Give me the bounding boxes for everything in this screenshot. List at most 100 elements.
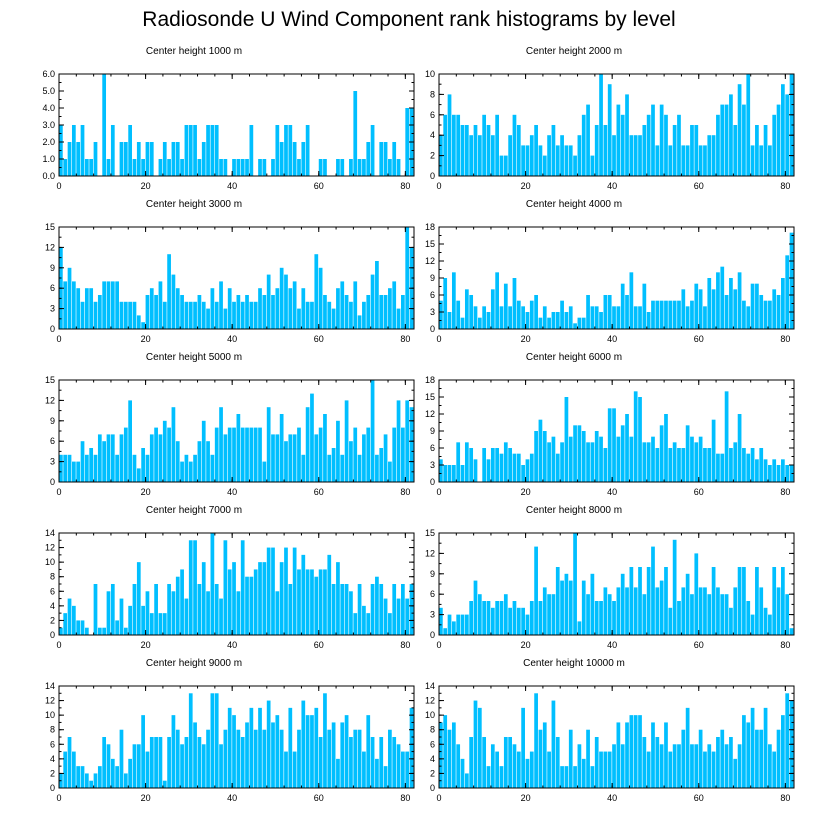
- histogram-bar: [733, 758, 738, 788]
- histogram-bar: [772, 751, 777, 788]
- histogram-bar: [253, 569, 258, 635]
- histogram-bar: [729, 737, 733, 788]
- histogram-bar: [785, 693, 790, 788]
- histogram-bar: [443, 114, 448, 176]
- y-tick-label: 15: [45, 222, 55, 232]
- histogram-bar: [776, 587, 781, 635]
- histogram-bar: [716, 737, 720, 788]
- histogram-bar: [490, 607, 495, 635]
- histogram-bar: [503, 155, 508, 176]
- histogram-bar: [106, 281, 111, 329]
- x-axis: 0 20 40 60 80: [56, 74, 410, 191]
- histogram-bar: [284, 751, 288, 788]
- histogram-bar: [668, 145, 673, 176]
- histogram-bar: [240, 301, 245, 329]
- y-tick-label: 0: [430, 630, 435, 640]
- histogram-bar: [573, 323, 577, 329]
- histogram-bar: [534, 431, 538, 482]
- histogram-bar: [685, 573, 690, 635]
- histogram-bar: [84, 159, 89, 176]
- histogram-bar: [482, 306, 487, 329]
- histogram-bar: [651, 104, 655, 176]
- x-tick-label: 40: [607, 334, 617, 344]
- histogram-bar: [586, 594, 590, 635]
- histogram-bar: [409, 584, 414, 635]
- histogram-bar: [707, 594, 712, 635]
- histogram-bar: [388, 461, 392, 482]
- histogram-bar: [521, 607, 525, 635]
- histogram-bar: [279, 414, 284, 482]
- histogram-bar: [123, 142, 128, 176]
- histogram-bar: [655, 300, 660, 329]
- histogram-bar: [59, 454, 63, 482]
- histogram-bar: [210, 288, 215, 329]
- histogram-bar: [405, 400, 410, 482]
- histogram-bar: [633, 715, 638, 788]
- x-tick-label: 80: [400, 487, 410, 497]
- histogram-bar: [292, 434, 297, 482]
- histogram-bar: [646, 751, 651, 788]
- histogram-bar: [586, 104, 590, 176]
- histogram-bar: [716, 272, 720, 329]
- histogram-bar: [128, 125, 132, 176]
- histogram-bar: [375, 758, 379, 788]
- histogram-bar: [271, 434, 275, 482]
- histogram-bar: [357, 159, 362, 176]
- histogram-bar: [102, 281, 107, 329]
- y-tick-label: 0: [50, 630, 55, 640]
- histogram-bar: [158, 159, 163, 176]
- x-tick-label: 80: [780, 487, 790, 497]
- histogram-bar: [664, 567, 668, 635]
- histogram-bar: [633, 135, 638, 176]
- y-axis: 0.0 1.0 2.0 3.0 4.0 5.0 6.0: [42, 69, 414, 181]
- histogram-bar: [642, 594, 647, 635]
- y-tick-label: 6: [50, 436, 55, 446]
- histogram-bar: [759, 587, 764, 635]
- histogram-bar: [590, 766, 595, 788]
- panel-title: Center height 6000 m: [525, 352, 623, 363]
- histogram-bar: [245, 427, 249, 482]
- histogram-bar: [275, 591, 280, 635]
- histogram-bar: [188, 693, 193, 788]
- histogram-bar: [447, 312, 452, 329]
- y-tick-label: 2: [50, 615, 55, 625]
- histogram-bar: [167, 584, 171, 635]
- histogram-bar: [711, 419, 716, 482]
- x-tick-label: 20: [141, 181, 151, 191]
- histogram-bar: [768, 145, 772, 176]
- histogram-bar: [490, 744, 495, 788]
- histogram-bar: [223, 159, 228, 176]
- histogram-bar: [659, 744, 664, 788]
- histogram-bar: [301, 454, 306, 482]
- histogram-bar: [633, 391, 638, 482]
- histogram-bar: [288, 125, 293, 176]
- histogram-bar: [573, 533, 577, 635]
- histogram-bar: [266, 407, 271, 482]
- histogram-bar: [401, 295, 405, 329]
- histogram-bar: [525, 312, 530, 329]
- histogram-bar: [102, 74, 107, 176]
- y-axis: 0 3 6 9 12 15: [45, 375, 414, 487]
- y-axis: 0 3 6 9 12 15 18: [425, 375, 794, 487]
- histogram-bar: [638, 715, 642, 788]
- histogram-bar: [314, 576, 319, 635]
- histogram-bar: [366, 295, 371, 329]
- histogram-bar: [141, 605, 145, 635]
- histogram-bar: [629, 436, 634, 482]
- histogram-bar: [460, 758, 465, 788]
- y-tick-label: 18: [425, 222, 435, 232]
- histogram-bar: [288, 288, 293, 329]
- histogram-bar: [482, 448, 487, 482]
- histogram-bar: [724, 295, 729, 329]
- histogram-bar: [149, 613, 154, 635]
- histogram-bar: [314, 254, 319, 329]
- histogram-bar: [232, 562, 236, 635]
- histogram-bar: [469, 601, 474, 635]
- histogram-bar: [547, 135, 551, 176]
- histogram-bar: [560, 442, 564, 482]
- histogram-bar: [110, 434, 115, 482]
- histogram-bar: [629, 135, 634, 176]
- histogram-bar: [193, 540, 197, 635]
- histogram-bar: [93, 301, 98, 329]
- histogram-bar: [542, 306, 547, 329]
